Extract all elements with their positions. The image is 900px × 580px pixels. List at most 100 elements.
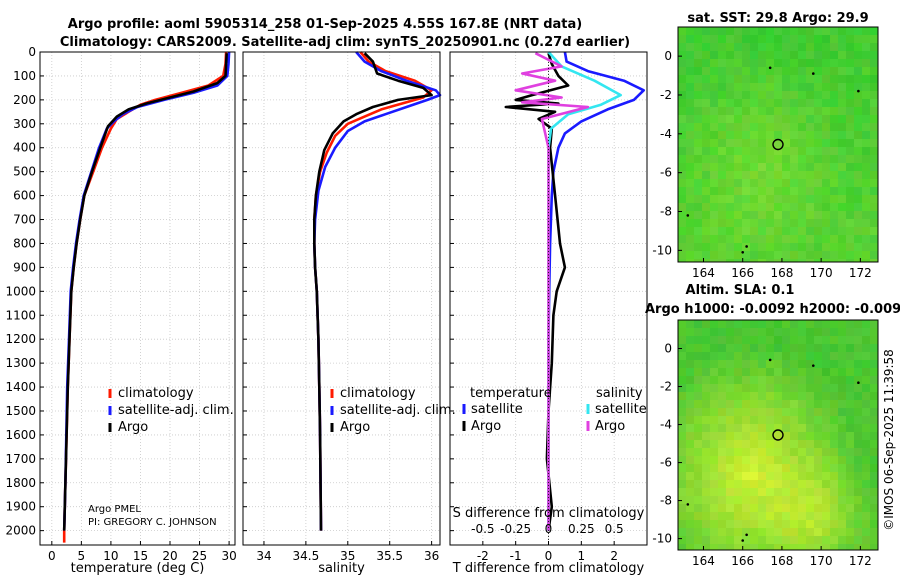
map-cell (726, 259, 734, 262)
map-cell (686, 520, 694, 528)
map-cell (838, 243, 846, 251)
map-cell (750, 456, 758, 464)
map-cell (870, 544, 878, 550)
map-cell (702, 472, 710, 480)
map-cell (830, 211, 838, 219)
map-cell (726, 480, 734, 488)
map-cell (854, 456, 862, 464)
map-cell (742, 235, 750, 243)
map-cell (686, 27, 694, 35)
map-cell (838, 75, 846, 83)
map-cell (790, 536, 798, 544)
map-cell (806, 243, 814, 251)
map-cell (862, 187, 870, 195)
map-cell (806, 155, 814, 163)
map-cell (726, 376, 734, 384)
map-cell (742, 336, 750, 344)
map-cell (854, 432, 862, 440)
map-cell (694, 27, 702, 35)
map-cell (758, 536, 766, 544)
map-cell (702, 35, 710, 43)
map-cell (870, 163, 878, 171)
map-cell (870, 203, 878, 211)
map-cell (694, 360, 702, 368)
map-cell (766, 211, 774, 219)
map-cell (846, 336, 854, 344)
map-cell (806, 472, 814, 480)
map-cell (750, 203, 758, 211)
map-cell (846, 536, 854, 544)
map-cell (758, 336, 766, 344)
series-line-t-satellite (547, 51, 646, 531)
map-cell (686, 99, 694, 107)
map-cell (710, 259, 718, 262)
map-cell (774, 27, 782, 35)
map-cell (814, 155, 822, 163)
map-cell (814, 195, 822, 203)
map-cell (710, 211, 718, 219)
map-frame (677, 26, 879, 263)
map-cell (806, 195, 814, 203)
map-cell (846, 163, 854, 171)
map-cell (734, 336, 742, 344)
map-cell (734, 235, 742, 243)
map-cell (710, 139, 718, 147)
map-cell (862, 384, 870, 392)
map-cell (814, 139, 822, 147)
map-cell (814, 472, 822, 480)
map-cell (862, 59, 870, 67)
map-cell (726, 456, 734, 464)
map-cell (702, 360, 710, 368)
map-cell (726, 91, 734, 99)
map-cell (750, 352, 758, 360)
map-cell (870, 155, 878, 163)
map-cell (742, 171, 750, 179)
map-cell (870, 243, 878, 251)
map-cell (814, 520, 822, 528)
map-cell (798, 179, 806, 187)
x-tick-label: 168 (770, 266, 793, 280)
map-cell (854, 51, 862, 59)
map-cell (766, 163, 774, 171)
map-cell (862, 139, 870, 147)
map-cell (798, 520, 806, 528)
map-cell (766, 328, 774, 336)
x-tick-label: 1 (578, 549, 586, 563)
map-cell (742, 227, 750, 235)
map-cell (814, 35, 822, 43)
map-cell (734, 360, 742, 368)
map-cell (694, 456, 702, 464)
map-cell (694, 35, 702, 43)
map-cell (726, 440, 734, 448)
map-cell (790, 328, 798, 336)
map-cell (750, 35, 758, 43)
map-cell (678, 187, 686, 195)
map-cell (782, 115, 790, 123)
map-cell (774, 472, 782, 480)
map-cell (702, 259, 710, 262)
map-cell (686, 35, 694, 43)
map-cell (854, 203, 862, 211)
map-cell (830, 243, 838, 251)
map-cell (862, 131, 870, 139)
map-cell (782, 251, 790, 259)
map-cell (718, 67, 726, 75)
map-cell (822, 155, 830, 163)
map-cell (790, 195, 798, 203)
map-cell (766, 496, 774, 504)
map-cell (806, 520, 814, 528)
map-cell (798, 528, 806, 536)
map-cell (862, 51, 870, 59)
map-cell (694, 227, 702, 235)
map-cell (766, 520, 774, 528)
map-cell (742, 520, 750, 528)
island-dot (768, 358, 772, 362)
map-cell (870, 211, 878, 219)
map-cell (766, 195, 774, 203)
map-cell (854, 536, 862, 544)
map-cell (726, 536, 734, 544)
map-cell (694, 187, 702, 195)
map-cell (774, 400, 782, 408)
map-cell (862, 512, 870, 520)
map-cell (766, 544, 774, 550)
